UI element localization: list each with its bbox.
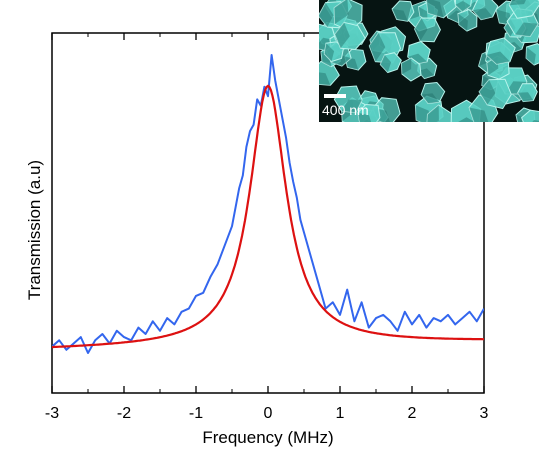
inset-particle-facet xyxy=(415,105,431,122)
inset-particle-facet xyxy=(414,18,428,42)
inset-scale-bar xyxy=(324,94,346,98)
inset-particle-facet xyxy=(472,8,493,20)
fit-curve-line xyxy=(52,84,484,349)
inset-particle-facet xyxy=(458,117,475,122)
inset-particle xyxy=(414,17,441,43)
inset-particle xyxy=(521,109,539,122)
inset-particle xyxy=(517,83,538,103)
inset-particle xyxy=(472,0,499,21)
inset-particle-facet xyxy=(392,9,408,22)
inset-particle xyxy=(485,37,516,65)
inset-particle xyxy=(319,60,340,86)
inset-particle xyxy=(525,43,539,66)
inset-particle-facet xyxy=(426,0,444,18)
inset-particle xyxy=(400,57,422,82)
inset-particle-facet xyxy=(532,120,539,122)
inset-particle xyxy=(391,0,415,22)
inset-particle-facet xyxy=(401,58,412,75)
x-tick-label: -1 xyxy=(189,405,203,422)
inset-particle-facet xyxy=(369,32,386,62)
x-axis-title: Frequency (MHz) xyxy=(202,428,333,447)
inset-particle-facet xyxy=(515,22,539,37)
x-tick-label: 3 xyxy=(480,405,489,422)
inset-particle-facet xyxy=(417,68,435,79)
inset-particle xyxy=(333,85,363,114)
inset-particle-facet xyxy=(479,79,496,105)
inset-particle-facet xyxy=(380,54,392,73)
inset-particle xyxy=(323,41,344,63)
inset-particle-facet xyxy=(509,0,526,6)
inset-particle xyxy=(357,103,381,122)
inset-particle-facet xyxy=(334,22,350,49)
inset-particle xyxy=(426,0,457,19)
inset-particle xyxy=(420,81,446,105)
inset-particle xyxy=(478,78,512,110)
inset-particle-facet xyxy=(517,92,534,102)
inset-particle-facet xyxy=(321,51,332,67)
x-tick-label: 0 xyxy=(264,405,273,422)
x-tick-label: -3 xyxy=(45,405,59,422)
inset-particle xyxy=(454,0,472,13)
inset-particle-facet xyxy=(526,47,536,66)
data-layer xyxy=(52,54,484,354)
inset-particle-facet xyxy=(341,99,363,113)
data-series-line xyxy=(52,54,484,354)
inset-particle-facet xyxy=(357,112,372,122)
inset-particle-facet xyxy=(407,53,428,64)
inset-particle-facet xyxy=(486,51,510,65)
inset-particle-facet xyxy=(319,72,331,86)
x-tick-label: 1 xyxy=(336,405,345,422)
inset-particle xyxy=(379,52,402,74)
inset-particle-facet xyxy=(427,105,439,122)
inset-particle-facet xyxy=(334,0,349,25)
inset-particle-facet xyxy=(324,43,335,62)
sem-inset-image: 400 nm xyxy=(319,0,539,122)
x-tick-label: 2 xyxy=(408,405,417,422)
inset-scale-label: 400 nm xyxy=(322,102,369,118)
inset-particle-facet xyxy=(455,0,471,12)
inset-particle xyxy=(334,21,366,51)
x-tick-label: -2 xyxy=(117,405,131,422)
inset-particle-facet xyxy=(418,6,428,21)
inset-particle-facet xyxy=(319,2,334,28)
y-axis-title: Transmission (a.u) xyxy=(25,160,44,300)
inset-particle-facet xyxy=(458,13,468,32)
inset-particle-facet xyxy=(421,93,440,104)
inset-particle-facet xyxy=(331,54,352,66)
inset-particle-facet xyxy=(469,107,489,122)
inset-particle xyxy=(508,0,539,19)
inset-particles xyxy=(319,0,539,122)
